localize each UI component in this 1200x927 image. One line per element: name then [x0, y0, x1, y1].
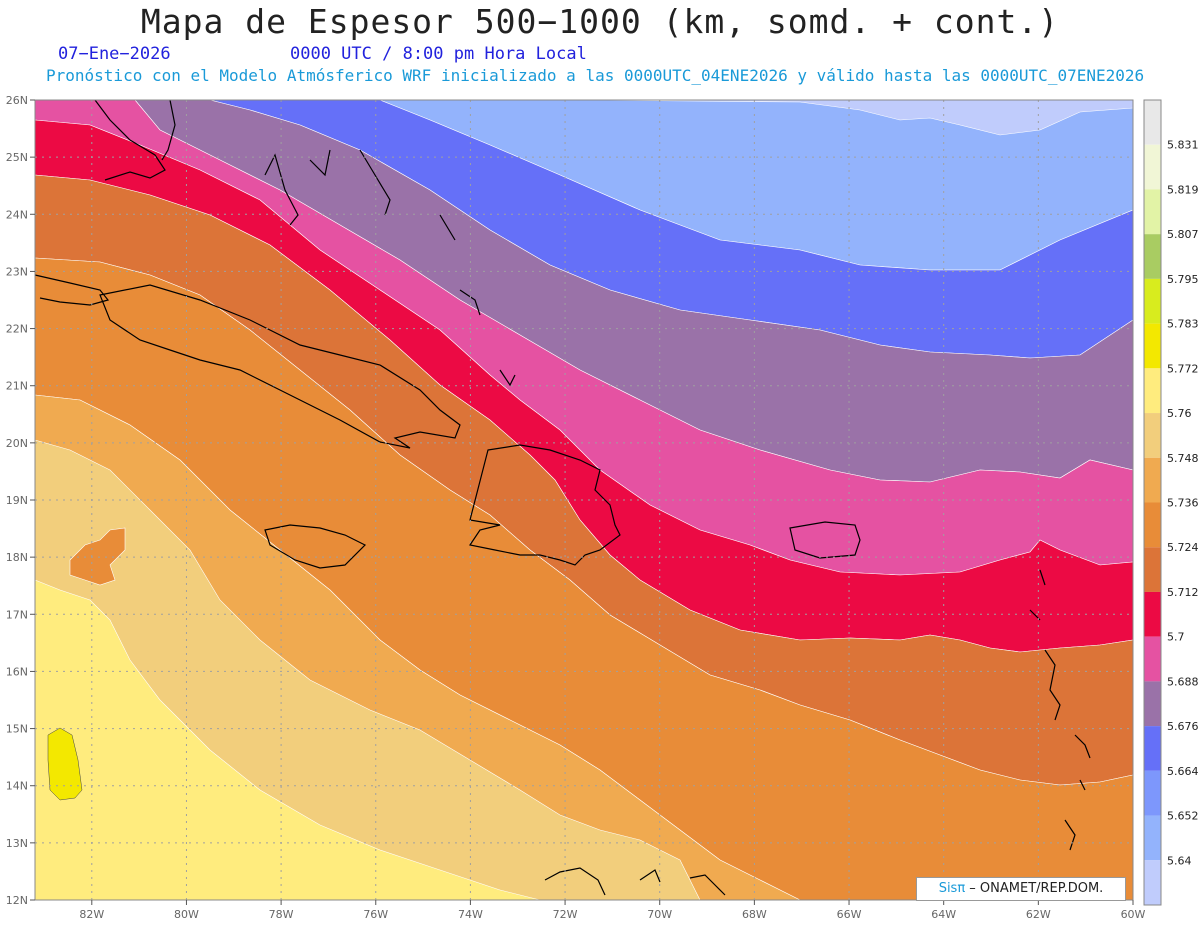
colorbar-swatch	[1144, 860, 1161, 905]
colorbar-swatch	[1144, 547, 1161, 592]
lat-label: 26N	[6, 94, 28, 107]
lat-label: 15N	[6, 723, 28, 736]
colorbar-swatch	[1144, 323, 1161, 369]
lat-label: 24N	[6, 208, 28, 221]
lat-label: 13N	[6, 837, 28, 850]
colorbar-swatch	[1144, 457, 1161, 503]
lat-label: 20N	[6, 437, 28, 450]
lon-label: 70W	[647, 908, 672, 921]
cuba-coast	[34, 274, 461, 449]
lat-label: 23N	[6, 265, 28, 278]
hispaniola-coast	[469, 444, 621, 566]
lon-label: 66W	[837, 908, 862, 921]
model-info: Pronóstico con el Modelo Atmósferico WRF…	[46, 66, 1145, 85]
coastlines	[34, 99, 1091, 896]
lat-label: 14N	[6, 780, 28, 793]
lesser-antilles-coast	[1029, 569, 1091, 851]
jamaica-coast	[264, 524, 367, 569]
longitude-labels: 82W 80W 78W 76W 74W 72W 70W 68W 66W 64W 62W 60W	[79, 900, 1146, 921]
colorbar-swatch	[1144, 815, 1161, 861]
map-title: Mapa de Espesor 500−1000 (km, somd. + co…	[140, 2, 1060, 41]
lat-label: 19N	[6, 494, 28, 507]
colorbar-label: 5.807	[1167, 228, 1199, 241]
band-5.772	[47, 727, 83, 801]
thickness-bands	[34, 99, 1134, 901]
colorbar-label: 5.676	[1167, 720, 1199, 733]
colorbar-swatch	[1144, 413, 1161, 458]
colorbar-frame	[1143, 99, 1162, 906]
lon-label: 68W	[742, 908, 767, 921]
colorbar-label: 5.688	[1167, 675, 1199, 688]
colorbar-label: 5.819	[1167, 183, 1199, 196]
bahamas-coast	[264, 149, 516, 387]
band-5.76	[34, 579, 541, 901]
colorbar-label: 5.772	[1167, 362, 1199, 375]
lon-label: 60W	[1121, 908, 1146, 921]
band-5.724-inset	[69, 527, 126, 586]
lon-label: 82W	[79, 908, 104, 921]
lon-label: 72W	[553, 908, 578, 921]
colorbar-label: 5.712	[1167, 586, 1199, 599]
colorbar-label: 5.664	[1167, 765, 1199, 778]
south-america-coast	[544, 867, 726, 896]
colorbar-swatch	[1144, 502, 1161, 548]
lat-label: 21N	[6, 380, 28, 393]
lon-label: 62W	[1026, 908, 1051, 921]
puerto-rico-coast	[789, 521, 861, 559]
colorbar-swatch	[1144, 189, 1161, 235]
colorbar-label: 5.831	[1167, 139, 1199, 152]
colorbar-swatch	[1144, 100, 1161, 145]
colorbar-swatch	[1144, 368, 1161, 414]
colorbar-swatch	[1144, 770, 1161, 816]
colorbar: 5.831 5.819 5.807 5.795 5.783 5.772 5.76 5.748 5…	[1143, 99, 1199, 906]
colorbar-swatch	[1144, 144, 1161, 190]
colorbar-swatch	[1144, 636, 1161, 682]
credit-text: – ONAMET/REP.DOM.	[965, 881, 1104, 896]
lat-label: 25N	[6, 151, 28, 164]
colorbar-label: 5.795	[1167, 273, 1199, 286]
credit-brand: Sisπ	[938, 881, 966, 896]
colorbar-swatch	[1144, 278, 1161, 324]
credit-box: Sisπ – ONAMET/REP.DOM.	[916, 877, 1126, 901]
colorbar-label: 5.748	[1167, 452, 1199, 465]
forecast-date: 07−Ene−2026	[58, 44, 171, 64]
lat-label: 17N	[6, 608, 28, 621]
colorbar-swatch	[1144, 591, 1161, 637]
forecast-time: 0000 UTC / 8:00 pm Hora Local	[290, 44, 587, 64]
florida-coast	[94, 99, 176, 181]
colorbar-label: 5.736	[1167, 497, 1199, 510]
colorbar-swatch	[1144, 681, 1161, 727]
lon-label: 74W	[458, 908, 483, 921]
lat-label: 16N	[6, 665, 28, 678]
colorbar-swatch	[1144, 234, 1161, 279]
colorbar-swatch	[1144, 726, 1161, 771]
colorbar-label: 5.76	[1167, 407, 1192, 420]
lat-label: 18N	[6, 551, 28, 564]
colorbar-label: 5.783	[1167, 318, 1199, 331]
colorbar-label: 5.7	[1167, 631, 1185, 644]
lon-label: 78W	[269, 908, 294, 921]
latitude-labels: 26N 25N 24N 23N 22N 21N 20N 19N 18N 17N 16N 15N 14N 1…	[6, 94, 35, 907]
colorbar-label: 5.724	[1167, 541, 1199, 554]
lon-label: 80W	[174, 908, 199, 921]
colorbar-label: 5.652	[1167, 810, 1199, 823]
lon-label: 64W	[931, 908, 956, 921]
lon-label: 76W	[363, 908, 388, 921]
lat-label: 22N	[6, 323, 28, 336]
lat-label: 12N	[6, 894, 28, 907]
colorbar-label: 5.64	[1167, 854, 1192, 867]
